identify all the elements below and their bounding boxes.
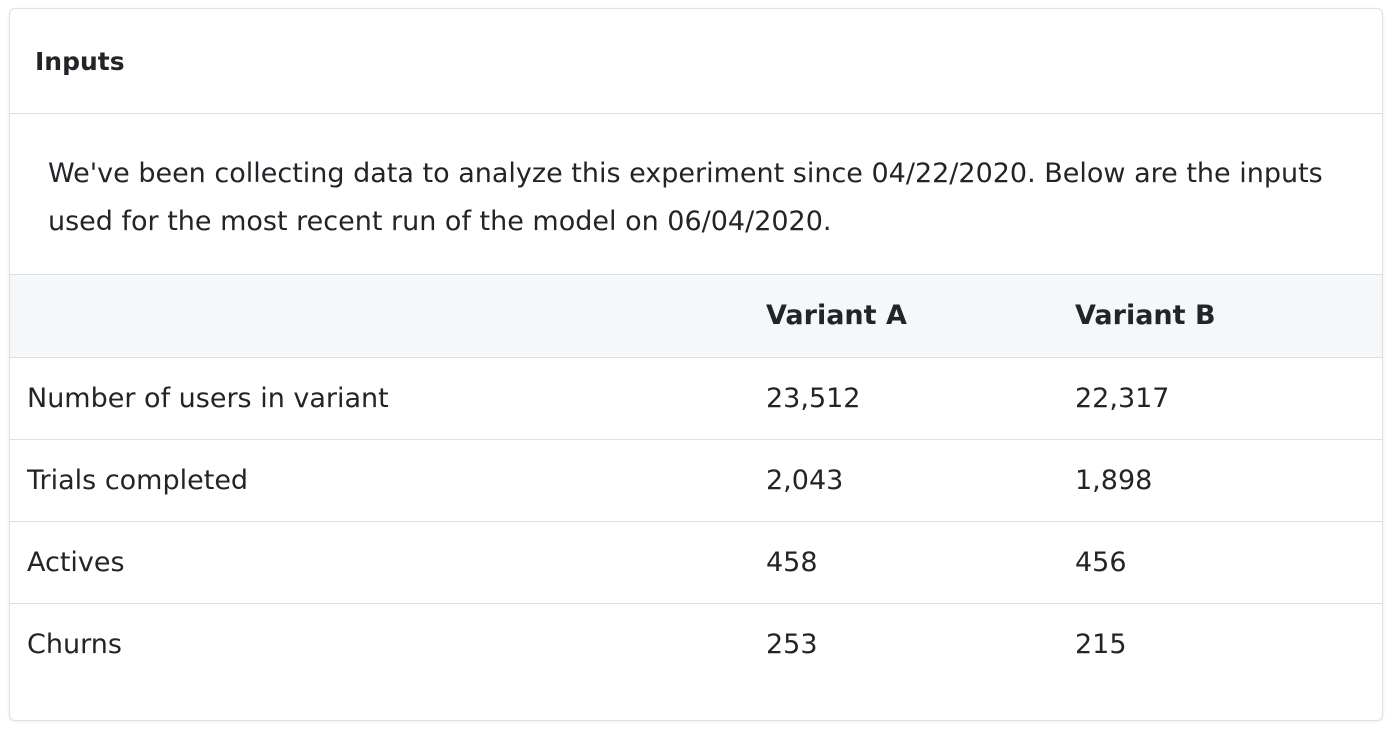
cell-value: 2,043 [766,439,1075,522]
row-label: Churns [27,628,122,660]
table-head: Variant A Variant B [10,275,1382,358]
header-row: Variant A Variant B [10,275,1382,358]
inputs-card: Inputs We've been collecting data to ana… [9,8,1383,721]
table-body: Number of users in variant 23,512 22,317 Tr… [10,357,1382,685]
table-row: Actives 458 456 [10,521,1382,604]
row-label: Actives [10,521,766,604]
cell-value: 22,317 [1075,357,1382,440]
header-cell [10,275,766,358]
table-row: Trials completed 2,043 1,898 [10,439,1382,522]
cell-value: 23,512 [766,357,1075,440]
cell-value: 458 [766,521,1075,604]
table-row: Churns 253 215 [10,603,1382,685]
inputs-table: Variant A Variant B Number of users in v… [10,275,1382,685]
cell-value: 1,898 [1075,439,1382,522]
row-label: Number of users in variant [10,357,766,440]
cell-value: 456 [1075,521,1382,604]
cell-value: 253 [766,628,818,660]
card-title: Inputs [35,46,125,76]
header-cell: Variant A [766,275,1075,358]
header-cell: Variant B [1075,275,1382,358]
table-row: Number of users in variant 23,512 22,317 [10,357,1382,440]
description: We've been collecting data to analyze th… [10,114,1382,275]
row-label: Trials completed [10,439,766,522]
card-header: Inputs [10,9,1382,114]
cell-value: 215 [1075,628,1127,660]
